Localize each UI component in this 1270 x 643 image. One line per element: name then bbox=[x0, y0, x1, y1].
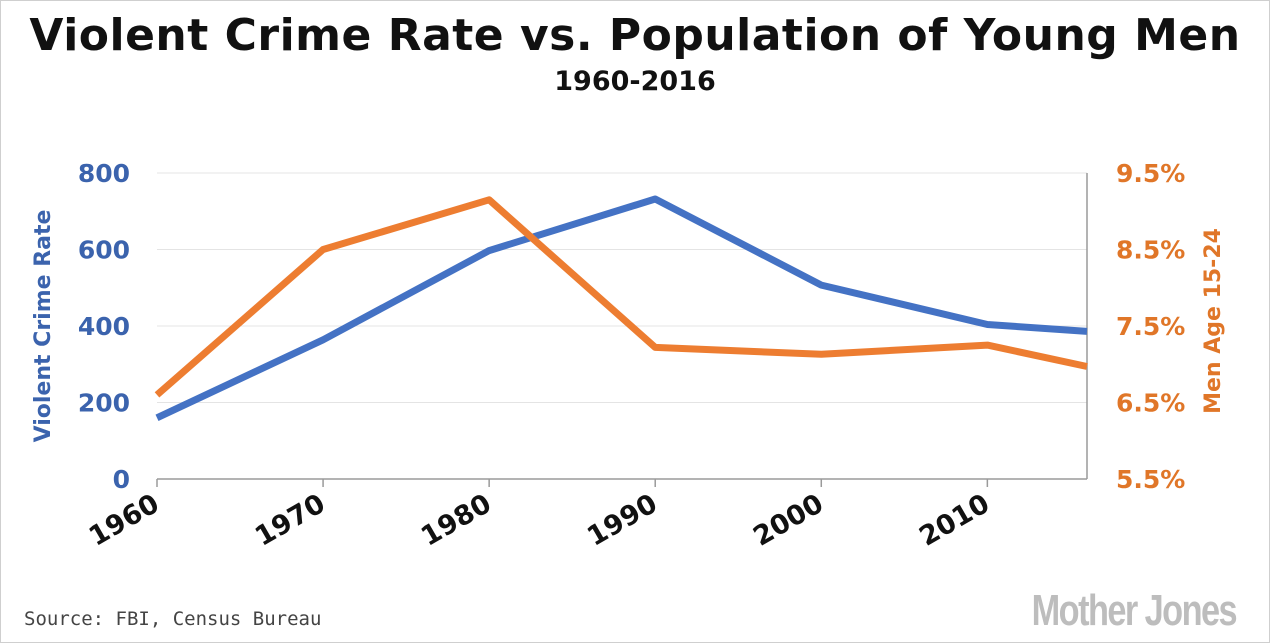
y-axis-left-label: Violent Crime Rate bbox=[31, 210, 56, 443]
series-line-violent-crime-rate bbox=[155, 195, 1088, 421]
x-tick-label-4: 2000 bbox=[748, 488, 829, 552]
y-left-tick-label-4: 800 bbox=[78, 159, 130, 188]
x-tick-label-0: 1960 bbox=[84, 488, 165, 552]
x-tick-label-3: 1990 bbox=[582, 488, 663, 552]
chart-title: Violent Crime Rate vs. Population of You… bbox=[29, 10, 1241, 61]
x-tick-label-5: 2010 bbox=[914, 488, 995, 552]
y-left-tick-label-1: 200 bbox=[78, 389, 130, 418]
y-right-tick-label-1: 6.5% bbox=[1116, 389, 1185, 418]
grid-lines bbox=[157, 172, 1087, 403]
tick-labels: 1960 1970 1980 1990 2000 2010 0 200 400 600 800 5.5… bbox=[78, 159, 1186, 553]
mother-jones-logo: Mother Jones bbox=[1031, 586, 1238, 635]
y-right-tick-label-4: 9.5% bbox=[1116, 159, 1185, 188]
y-left-tick-label-3: 600 bbox=[78, 236, 130, 265]
chart-subtitle: 1960-2016 bbox=[554, 66, 716, 97]
y-right-tick-label-2: 7.5% bbox=[1116, 312, 1185, 341]
series-line-men-age-15-24 bbox=[154, 196, 1088, 398]
source-note: Source: FBI, Census Bureau bbox=[24, 608, 322, 630]
y-axis-right-label: Men Age 15-24 bbox=[1201, 228, 1226, 414]
axes bbox=[156, 173, 1088, 487]
series-lines bbox=[154, 195, 1088, 421]
y-right-tick-label-3: 8.5% bbox=[1116, 236, 1185, 265]
x-tick-label-2: 1980 bbox=[416, 488, 497, 552]
y-left-tick-label-2: 400 bbox=[78, 312, 130, 341]
y-right-tick-label-0: 5.5% bbox=[1116, 465, 1185, 494]
y-left-tick-label-0: 0 bbox=[113, 465, 130, 494]
x-tick-label-1: 1970 bbox=[250, 488, 331, 552]
